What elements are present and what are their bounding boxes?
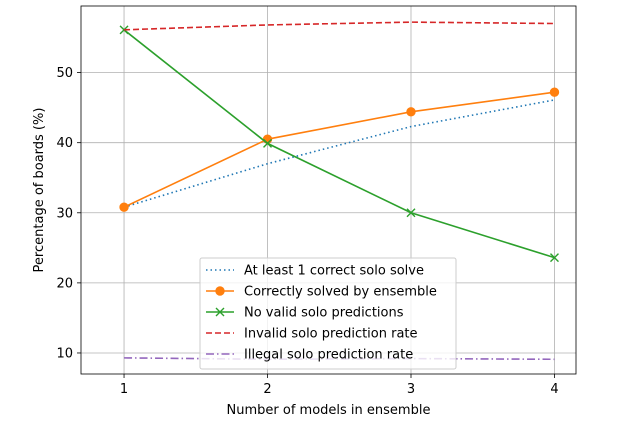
legend: At least 1 correct solo solve Correctly s… [199, 257, 457, 370]
x-tick-label: 1 [120, 382, 128, 397]
data-point [406, 107, 416, 117]
y-tick-label: 10 [56, 346, 73, 361]
legend-marker [215, 286, 225, 296]
legend-items: At least 1 correct solo solve Correctly s… [206, 264, 437, 363]
data-point [119, 25, 129, 35]
y-tick-label: 20 [56, 276, 73, 291]
series-line [124, 21, 555, 31]
legend-label: At least 1 correct solo solve [244, 264, 424, 279]
series [124, 21, 555, 31]
x-tick-label: 4 [550, 382, 558, 397]
data-point [262, 134, 273, 144]
legend-label: Illegal solo prediction rate [244, 348, 413, 363]
x-axis-label: Number of models in ensemble [227, 403, 431, 418]
series-group [119, 21, 560, 361]
legend-item: At least 1 correct solo solve [206, 264, 424, 279]
legend-label: No valid solo predictions [244, 306, 404, 321]
legend-marker [215, 307, 225, 317]
legend-item: Correctly solved by ensemble [206, 285, 437, 300]
series [123, 99, 555, 208]
series [119, 25, 559, 263]
y-tick-label: 50 [56, 66, 73, 81]
series-line [123, 91, 555, 208]
y-axis-label: Percentage of boards (%) [32, 108, 47, 273]
data-point [263, 138, 273, 148]
plot-frame [80, 5, 577, 375]
legend-label: Invalid solo prediction rate [244, 327, 418, 342]
series-line [124, 357, 555, 361]
axis-ticks: 1 2 3 4 10 20 30 40 50 [56, 66, 558, 397]
legend-box [199, 257, 457, 370]
y-tick-label: 40 [56, 136, 73, 151]
data-point [119, 202, 129, 212]
series-line [123, 29, 555, 259]
data-point [406, 208, 416, 218]
legend-item: Illegal solo prediction rate [206, 348, 413, 363]
series [119, 87, 560, 212]
data-point [549, 253, 559, 263]
series [124, 357, 555, 361]
legend-item: No valid solo predictions [206, 306, 404, 321]
y-tick-label: 30 [56, 206, 73, 221]
legend-item: Invalid solo prediction rate [206, 327, 418, 342]
data-point [549, 87, 560, 97]
legend-label: Correctly solved by ensemble [244, 285, 437, 300]
x-tick-label: 2 [263, 382, 271, 397]
x-tick-label: 3 [407, 382, 415, 397]
series-line [123, 99, 555, 208]
